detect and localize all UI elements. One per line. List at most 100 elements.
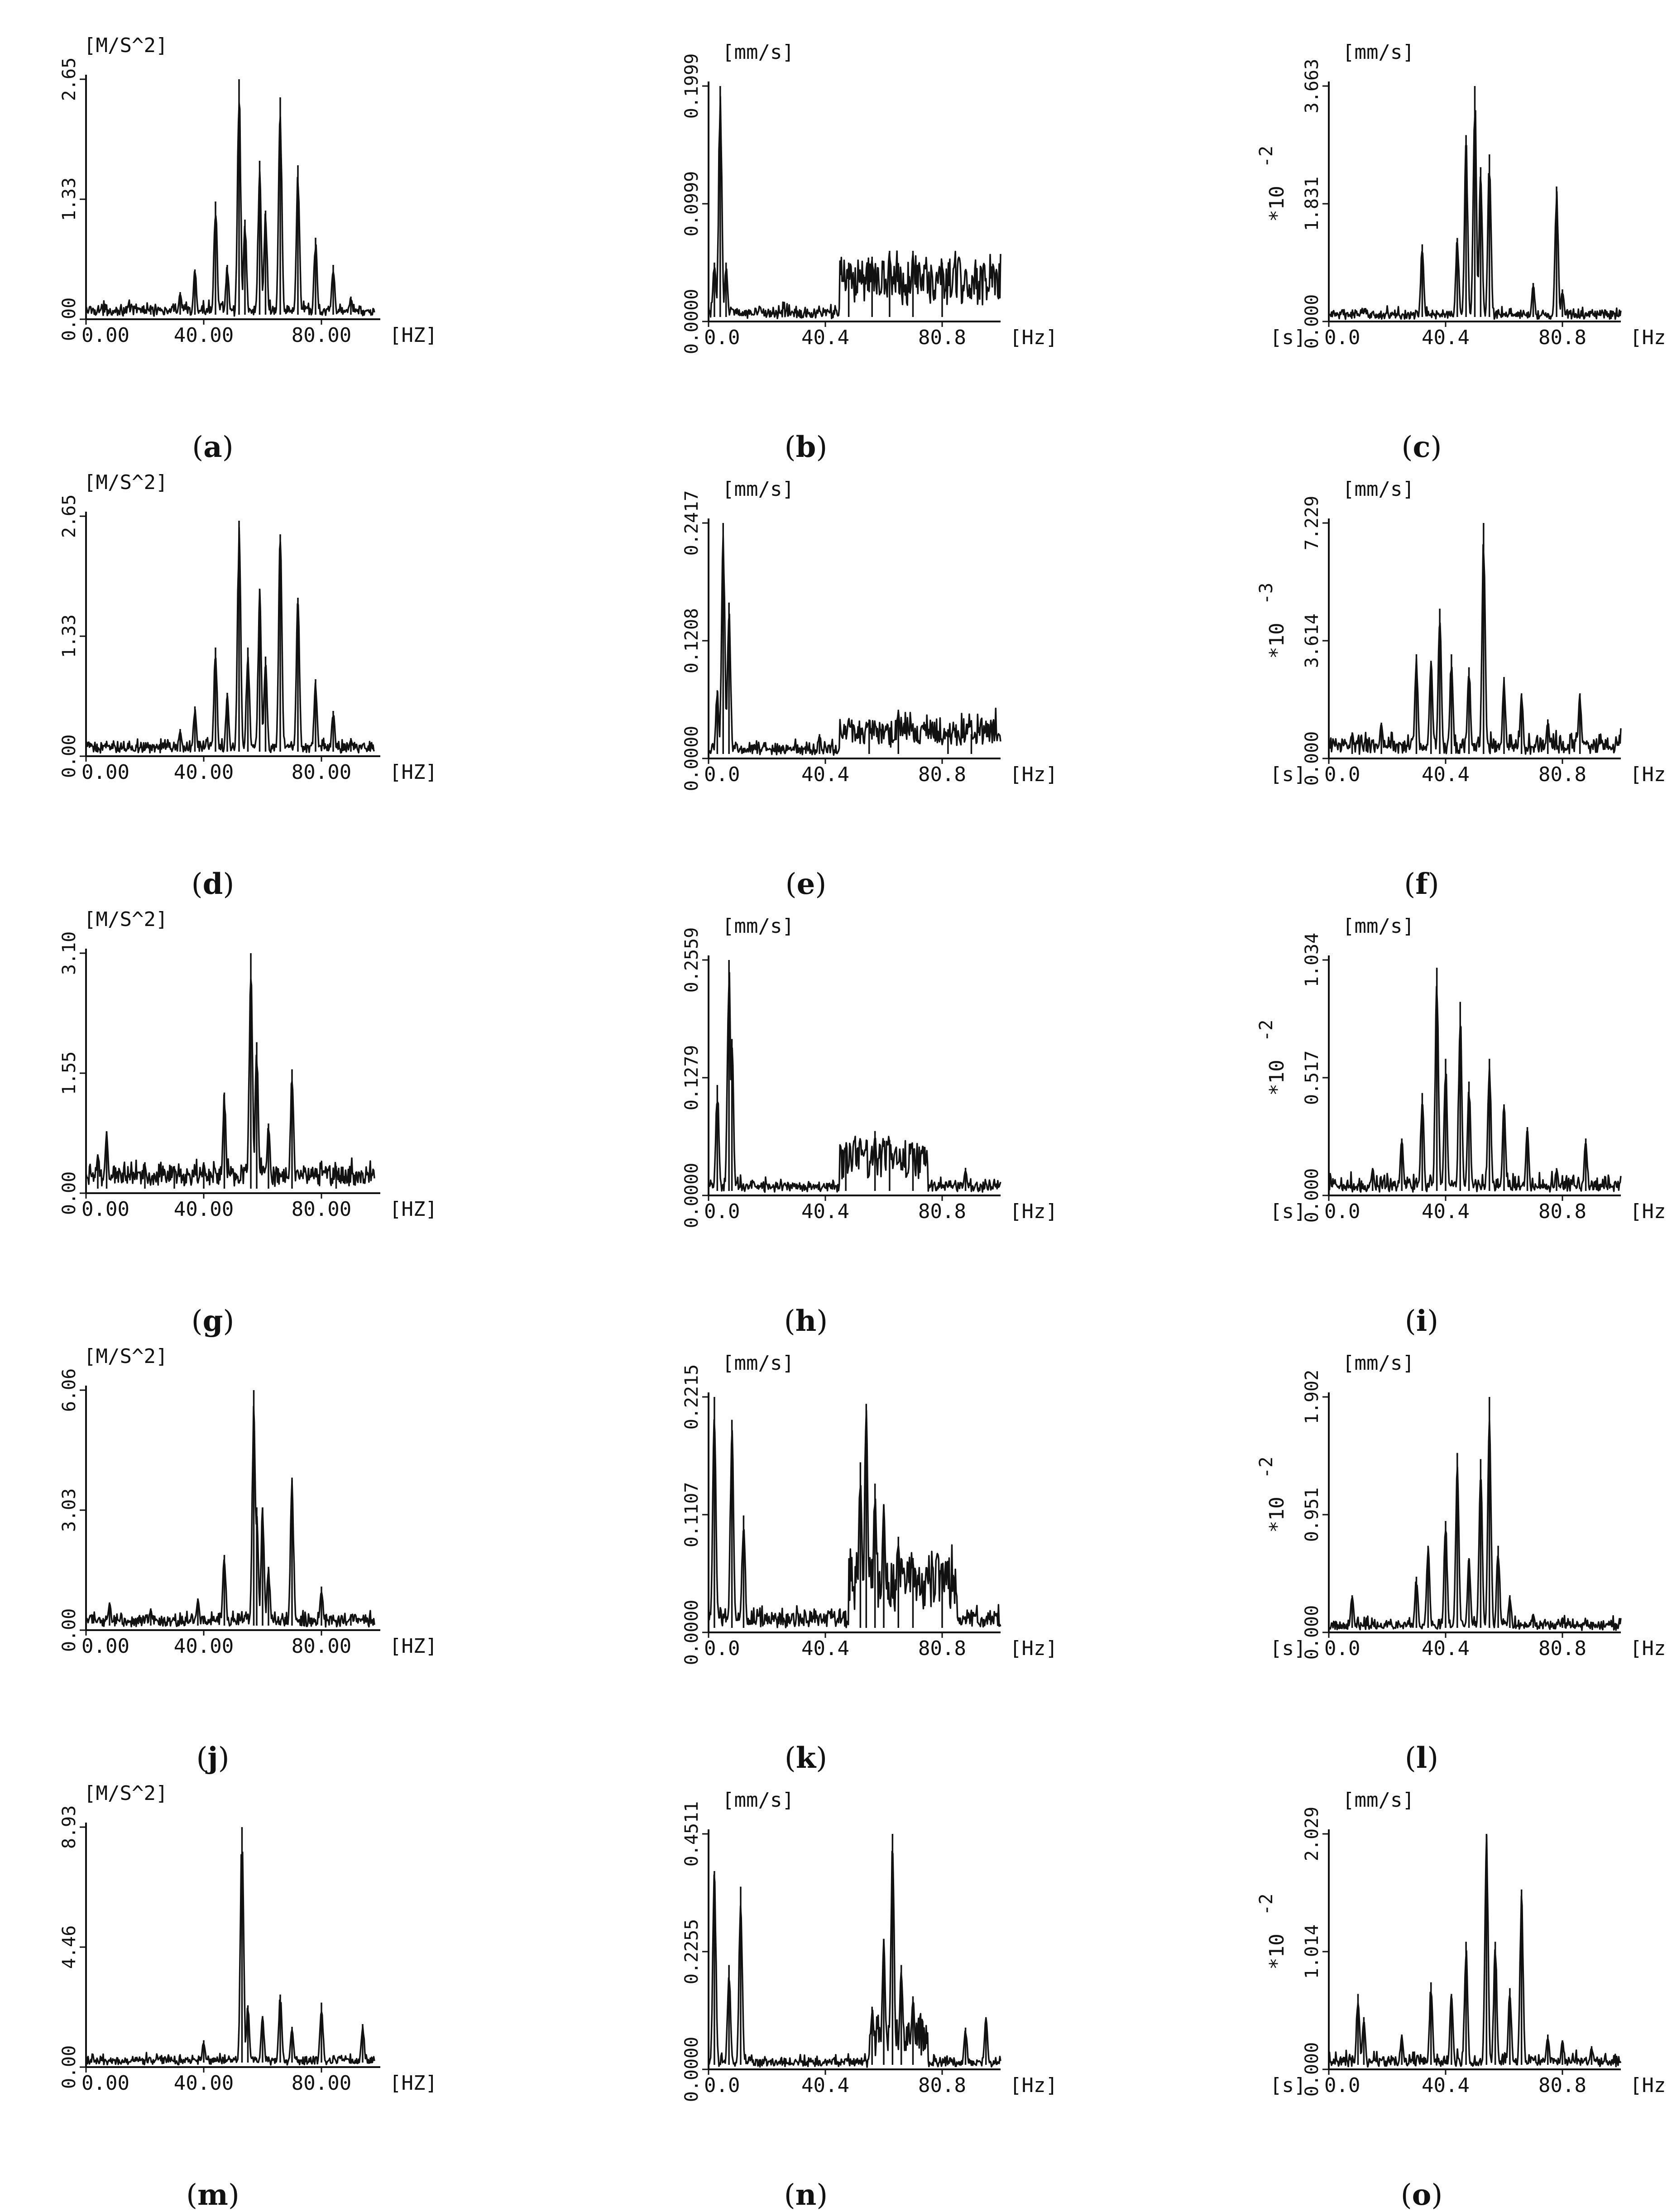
caption-letter: k <box>795 1741 816 1775</box>
chart-svg-c: 0.000 1.831 3.663 0.0 40.4 80.8 [Hz] [mm/s] [s] *… <box>1256 41 1667 349</box>
x-tick-label: 80.8 <box>1538 763 1586 786</box>
x-tick-label: 0.0 <box>704 2074 740 2097</box>
y-tick-label: 0.4511 <box>681 1801 702 1867</box>
chart-svg-m: 0.00 4.46 8.93 0.00 40.00 80.00 [HZ] [M/S^2] <box>59 1782 437 2095</box>
panel-caption-l: (l) <box>1404 1741 1439 1775</box>
x-tick-label: 0.0 <box>1324 326 1360 349</box>
caption-letter: d <box>202 867 223 901</box>
x-tick-label: 80.00 <box>292 761 351 784</box>
y-tick-label: 7.229 <box>1302 496 1322 550</box>
y-multiplier-base: *10 <box>1265 186 1289 221</box>
chart-panel-j: 0.00 3.03 6.06 0.00 40.00 80.00 [HZ] [M/S^2] <box>59 1338 471 1700</box>
spectrum-line <box>708 534 1001 756</box>
spectrum-line <box>708 1850 1001 2068</box>
panel-caption-k: (k) <box>784 1741 828 1775</box>
y-unit-label: [mm/s] <box>722 41 794 64</box>
y-unit-label: [M/S^2] <box>84 34 168 57</box>
x-tick-label: 0.00 <box>81 2072 129 2095</box>
x-lead-label: [s] <box>1270 1637 1306 1660</box>
y-unit-label: [mm/s] <box>1342 915 1414 938</box>
y-tick-label: 0.00 <box>59 734 80 778</box>
x-tick-label: 0.0 <box>1324 1637 1360 1660</box>
y-tick-label: 0.000 <box>1302 2042 1322 2097</box>
chart-svg-n: 0.0000 0.2255 0.4511 0.0 40.4 80.8 [Hz] [mm/s] <box>681 1789 1058 2102</box>
y-unit-label: [mm/s] <box>722 1789 794 1812</box>
spectrum-line <box>86 1406 375 1628</box>
x-tick-label: 80.8 <box>1538 2074 1586 2097</box>
chart-svg-b: 0.0000 0.0999 0.1999 0.0 40.4 80.8 [Hz] [mm/s] <box>681 41 1058 354</box>
x-axis-label: [Hz] <box>1010 1637 1058 1660</box>
y-tick-label: 1.034 <box>1302 933 1322 987</box>
caption-letter: o <box>1412 2178 1432 2212</box>
chart-panel-h: 0.0000 0.1279 0.2559 0.0 40.4 80.8 [Hz] [mm/s] <box>675 901 1082 1263</box>
y-tick-label: 0.2215 <box>681 1364 702 1430</box>
y-tick-label: 2.029 <box>1302 1807 1322 1861</box>
y-multiplier-base: *10 <box>1265 1060 1289 1095</box>
y-tick-label: 2.65 <box>59 58 80 101</box>
x-axis-label: [HZ] <box>389 761 437 784</box>
x-axis-label: [Hz] <box>1630 1200 1667 1223</box>
panel-caption-o: (o) <box>1400 2178 1443 2212</box>
y-tick-label: 8.93 <box>59 1805 80 1849</box>
y-tick-label: 0.0000 <box>681 726 702 792</box>
x-tick-label: 80.00 <box>292 324 351 347</box>
caption-letter: a <box>203 430 222 464</box>
panel-caption-f: (f) <box>1404 867 1439 901</box>
x-lead-label: [s] <box>1270 326 1306 349</box>
x-tick-label: 0.0 <box>704 326 740 349</box>
y-tick-label: 0.00 <box>59 1608 80 1652</box>
y-multiplier: *10 -3 <box>1256 583 1289 659</box>
x-axis-label: [Hz] <box>1630 1637 1667 1660</box>
y-tick-label: 0.2559 <box>681 927 702 993</box>
panel-caption-m: (m) <box>186 2178 240 2212</box>
chart-panel-k: 0.0000 0.1107 0.2215 0.0 40.4 80.8 [Hz] [mm/s] <box>675 1338 1082 1700</box>
y-unit-label: [mm/s] <box>722 478 794 501</box>
y-unit-label: [mm/s] <box>1342 478 1414 501</box>
spectrum-line <box>85 102 375 317</box>
x-tick-label: 40.4 <box>801 2074 849 2097</box>
x-tick-label: 80.00 <box>292 2072 351 2095</box>
x-tick-label: 40.4 <box>1422 1200 1470 1223</box>
y-multiplier-exp: -2 <box>1256 1457 1277 1478</box>
chart-panel-n: 0.0000 0.2255 0.4511 0.0 40.4 80.8 [Hz] [mm/s] <box>675 1775 1082 2137</box>
chart-panel-c: 0.000 1.831 3.663 0.0 40.4 80.8 [Hz] [mm/s] [s] *… <box>1256 27 1667 389</box>
y-tick-label: 1.55 <box>59 1051 80 1095</box>
y-tick-label: 0.000 <box>1302 294 1322 349</box>
panel-caption-e: (e) <box>785 867 827 901</box>
y-tick-label: 1.902 <box>1302 1370 1322 1424</box>
spectrum-line <box>708 972 1001 1193</box>
chart-panel-o: 0.000 1.014 2.029 0.0 40.4 80.8 [Hz] [mm/s] [s] *… <box>1256 1775 1667 2137</box>
x-axis-label: [HZ] <box>389 2072 437 2095</box>
chart-panel-d: 0.00 1.33 2.65 0.00 40.00 80.00 [HZ] [M/S^2] <box>59 464 471 826</box>
panel-caption-a: (a) <box>192 430 234 464</box>
chart-panel-f: 0.000 3.614 7.229 0.0 40.4 80.8 [Hz] [mm/s] [s] *… <box>1256 464 1667 826</box>
y-tick-label: 0.1999 <box>681 53 702 119</box>
x-tick-label: 0.0 <box>1324 1200 1360 1223</box>
x-tick-label: 40.4 <box>1422 326 1470 349</box>
x-tick-label: 40.4 <box>801 1200 849 1223</box>
chart-svg-h: 0.0000 0.1279 0.2559 0.0 40.4 80.8 [Hz] [mm/s] <box>681 915 1058 1228</box>
chart-panel-g: 0.00 1.55 3.10 0.00 40.00 80.00 [HZ] [M/S^2] <box>59 901 471 1263</box>
y-tick-label: 0.2255 <box>681 1919 702 1985</box>
x-axis-label: [Hz] <box>1630 763 1667 786</box>
chart-svg-k: 0.0000 0.1107 0.2215 0.0 40.4 80.8 [Hz] [mm/s] <box>681 1352 1058 1665</box>
y-tick-label: 1.33 <box>59 614 80 658</box>
caption-letter: g <box>202 1304 223 1338</box>
x-axis-label: [HZ] <box>389 324 437 347</box>
x-lead-label: [s] <box>1270 763 1306 786</box>
panel-caption-h: (h) <box>784 1304 828 1338</box>
spectrum-line <box>85 979 375 1187</box>
chart-panel-e: 0.0000 0.1208 0.2417 0.0 40.4 80.8 [Hz] [mm/s] <box>675 464 1082 826</box>
x-lead-label: [s] <box>1270 2074 1306 2097</box>
y-unit-label: [mm/s] <box>1342 1789 1414 1812</box>
chart-svg-o: 0.000 1.014 2.029 0.0 40.4 80.8 [Hz] [mm/s] [s] *… <box>1256 1789 1667 2097</box>
y-multiplier-base: *10 <box>1265 1934 1289 1969</box>
x-tick-label: 40.00 <box>174 1635 234 1658</box>
x-tick-label: 40.4 <box>1422 763 1470 786</box>
y-tick-label: 0.0000 <box>681 2037 702 2102</box>
y-unit-label: [M/S^2] <box>84 1782 168 1805</box>
x-tick-label: 0.0 <box>704 1200 740 1223</box>
x-axis-label: [Hz] <box>1630 326 1667 349</box>
x-axis-label: [HZ] <box>389 1198 437 1221</box>
